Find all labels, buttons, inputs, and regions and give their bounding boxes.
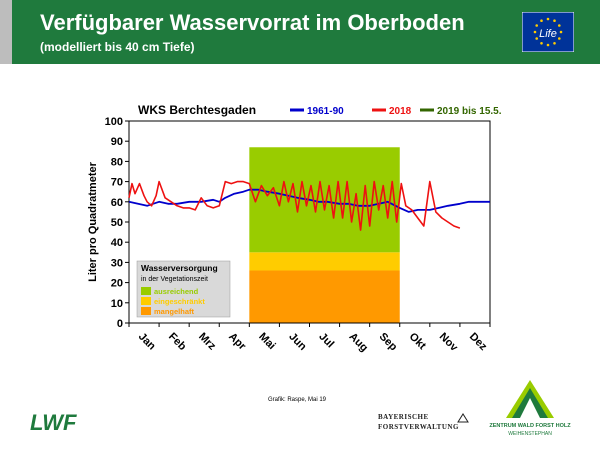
y-tick-label: 10 [111,298,123,310]
y-tick-label: 0 [117,318,123,330]
month-label: Jul [316,331,336,351]
bayerische-forstverwaltung-logo: BAYERISCHE FORSTVERWALTUNG [378,412,470,436]
zwfh-tree-icon [506,380,554,418]
legend-label: 2018 [389,106,412,117]
zone-legend-subtitle: in der Vegetationszeit [141,276,208,283]
lwf-logo: LWF [30,410,77,434]
month-label: Dez [467,331,490,354]
eu-life-logo: Life [522,12,574,52]
eu-star-icon [533,30,537,34]
month-label: Apr [226,331,248,353]
eu-star-icon [553,19,556,22]
y-tick-label: 100 [105,116,123,128]
eu-star-icon [558,37,561,40]
bfv-line1: BAYERISCHE [378,413,429,421]
month-label: Nov [437,331,461,355]
eu-star-icon [553,42,556,45]
zone-legend-item: ausreichend [154,287,199,296]
eu-star-icon [540,42,543,45]
zone-eingeschraenkt [249,252,400,271]
month-label: Jun [286,331,309,354]
y-tick-label: 20 [111,278,123,290]
zone-legend-item: eingeschränkt [154,297,205,306]
eu-star-icon [559,30,563,34]
legend-label: 2019 bis 15.5. [437,106,502,117]
month-label: Jan [136,331,158,353]
zone-legend-title: Wasserversorgung [141,263,218,273]
zone-ausreichend [249,147,400,253]
series-line-2018 [128,180,461,231]
zwfh-name: ZENTRUM WALD FORST HOLZ [489,423,571,429]
eu-star-icon [558,24,561,27]
header-bar: Verfügbarer Wasservorrat im Oberboden (m… [0,0,600,64]
eu-logo-text: Life [539,28,557,40]
y-tick-label: 80 [111,156,123,168]
month-label: Aug [347,331,371,355]
chart-title: WKS Berchtesgaden [138,103,256,117]
eu-star-icon [535,24,538,27]
zone-legend-box [136,260,231,318]
month-label: Okt [407,331,429,353]
header-side-strip [0,0,12,64]
eu-star-icon [535,37,538,40]
month-label: Mrz [196,331,218,353]
zone-legend-swatch [141,307,151,315]
page-subtitle: (modelliert bis 40 cm Tiefe) [40,40,195,54]
zone-mangelhaft [249,270,400,323]
zone-legend: Wasserversorgung in der Vegetationszeit au… [136,260,231,318]
zwfh-sub: WEIHENSTEPHAN [508,431,552,437]
y-tick-label: 90 [111,136,123,148]
bfv-tree-icon [457,413,469,423]
month-label: Sep [377,331,400,354]
series-legend: 1961-90 2018 2019 bis 15.5. [290,106,502,117]
y-tick-label: 30 [111,257,123,269]
eu-star-icon [540,19,543,22]
month-label: Mai [256,331,277,352]
month-label: Feb [166,331,189,354]
series-line-1961-90 [128,188,490,213]
lwf-logo-text: LWF [30,410,77,434]
graphic-credit: Grafik: Raspe, Mai 19 [268,397,327,403]
eu-star-icon [546,43,550,47]
y-tick-label: 70 [111,177,123,189]
bfv-line2: FORSTVERWALTUNG [378,423,459,431]
zone-legend-swatch [141,297,151,305]
eu-star-icon [546,17,550,21]
zone-legend-swatch [141,287,151,295]
zone-legend-item: mangelhaft [154,307,195,316]
y-tick-label: 40 [111,237,123,249]
zentrum-wald-forst-holz-logo: ZENTRUM WALD FORST HOLZ WEIHENSTEPHAN [480,378,580,440]
legend-label: 1961-90 [307,106,344,117]
y-tick-label: 50 [111,217,123,229]
y-tick-label: 60 [111,197,123,209]
page-title: Verfügbarer Wasservorrat im Oberboden [40,10,465,35]
y-axis-label: Liter pro Quadratmeter [87,161,99,282]
